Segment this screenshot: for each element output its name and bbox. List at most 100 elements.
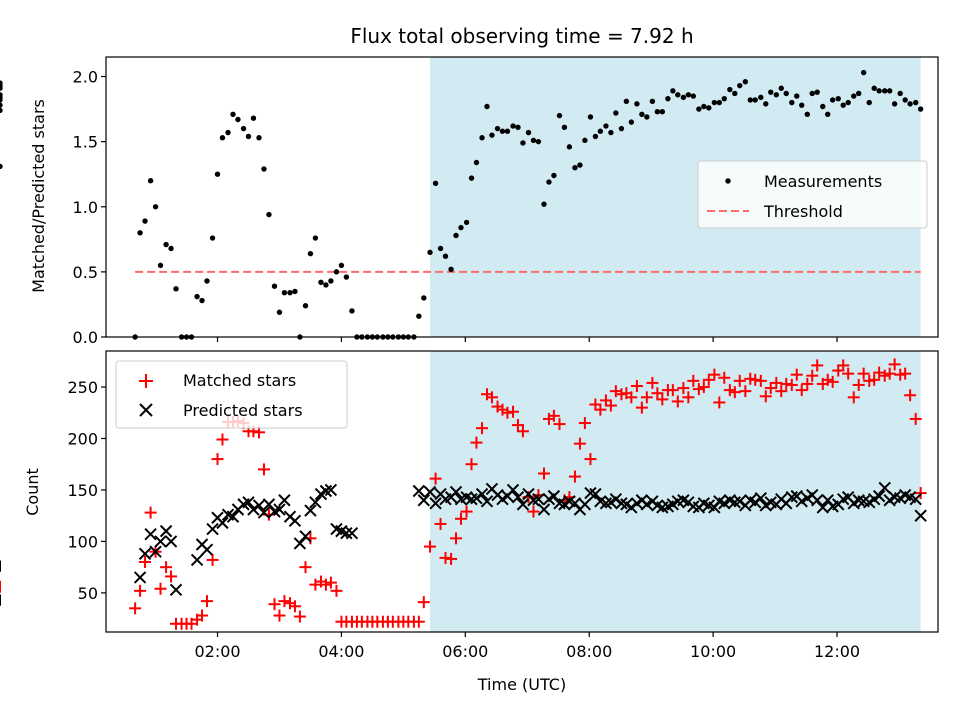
measurements-point: [271, 283, 278, 289]
predicted-stars-point: [909, 493, 922, 506]
matched-stars-point: [553, 418, 566, 431]
measurements-point: [230, 111, 236, 118]
measurements-point: [845, 99, 851, 106]
top-x-ticks: [216, 337, 838, 342]
measurements-point: [835, 95, 841, 102]
measurements-point: [525, 129, 532, 136]
matched-stars-point: [708, 368, 721, 381]
matched-stars-point: [196, 609, 209, 622]
predicted-stars-point: [417, 494, 431, 507]
matched-stars-point: [801, 377, 814, 390]
predicted-stars-point: [216, 516, 229, 530]
predicted-stars-point: [299, 530, 312, 543]
matched-stars-point: [852, 378, 865, 391]
measurements-point: [639, 111, 645, 118]
predicted-stars-point: [154, 535, 167, 548]
measurements-point: [608, 129, 614, 136]
matched-stars-point: [527, 505, 540, 518]
y-tick-label: 2.0: [73, 68, 98, 87]
predicted-stars-point: [872, 489, 886, 503]
matched-stars-point: [671, 395, 684, 408]
predicted-stars-point: [429, 497, 442, 510]
measurements-point: [654, 108, 661, 115]
top-legend: Measurements Threshold: [697, 160, 928, 229]
measurements-point: [603, 123, 609, 129]
matched-stars-point: [651, 387, 664, 400]
measurements-point: [199, 297, 205, 304]
matched-stars-point: [795, 384, 808, 397]
matched-stars-point: [299, 561, 312, 574]
matched-stars-point: [759, 390, 772, 403]
matched-stars-point: [826, 375, 839, 388]
measurements-point: [541, 201, 547, 207]
measurements-point: [323, 282, 329, 288]
measurements-point: [882, 88, 888, 94]
matched-stars-point: [806, 369, 819, 382]
measurements-point: [871, 85, 877, 91]
matched-stars-point: [749, 373, 762, 386]
measurements-point: [343, 274, 350, 280]
predicted-stars-point: [262, 498, 276, 511]
predicted-stars-point: [144, 528, 157, 541]
matched-stars-point: [780, 377, 793, 390]
predicted-stars-point: [816, 501, 829, 514]
x-tick-label: 12:00: [814, 642, 860, 661]
measurements-point: [520, 140, 526, 146]
measurements-point: [706, 105, 712, 111]
matched-stars-point: [904, 389, 917, 402]
predicted-stars-point: [516, 498, 530, 511]
measurements-point: [644, 114, 650, 120]
predicted-stars-point: [206, 522, 219, 536]
predicted-stars-point: [345, 526, 359, 540]
predicted-stars-point: [149, 545, 162, 558]
matched-stars-point: [547, 409, 560, 422]
measurements-point: [737, 82, 743, 89]
x-tick-label: 04:00: [318, 642, 364, 661]
predicted-stars-point: [754, 491, 768, 505]
matched-stars-point: [460, 505, 473, 518]
matched-stars-point: [837, 359, 850, 372]
predicted-stars-point: [480, 495, 494, 508]
matched-stars-point: [485, 391, 498, 404]
matched-stars-point: [677, 382, 690, 395]
measurements-point: [665, 95, 671, 102]
measurements-point: [421, 295, 427, 301]
y-tick-label: 50: [78, 584, 98, 603]
measurements-point: [912, 99, 919, 106]
measurements-point: [618, 125, 625, 132]
matched-stars-point: [594, 403, 607, 416]
measurements-point: [0, 163, 3, 170]
measurements-point: [484, 103, 490, 110]
measurements-point: [225, 129, 231, 136]
matched-stars-point: [775, 385, 788, 398]
measurements-point: [763, 101, 769, 107]
top-legend-box: [697, 160, 928, 229]
measurements-point: [214, 171, 221, 177]
measurements-point: [711, 99, 718, 106]
measurements-point: [338, 262, 345, 269]
measurements-point: [783, 90, 789, 97]
measurements-point: [634, 101, 640, 107]
measurements-point: [701, 103, 707, 110]
predicted-stars-point: [733, 495, 746, 508]
bottom-y-ticks: 50 100 150 200 250: [67, 378, 106, 603]
measurements-point: [349, 308, 355, 314]
measurements-point: [0, 107, 3, 114]
measurements-point: [489, 132, 495, 138]
measurements-point: [432, 180, 439, 187]
matched-stars-point: [129, 602, 142, 615]
measurements-point: [530, 137, 537, 144]
measurements-point: [799, 102, 805, 108]
chart-title: Flux total observing time = 7.92 h: [350, 24, 693, 48]
measurements-point: [597, 128, 604, 134]
matched-stars-point: [646, 376, 659, 389]
predicted-stars-point: [278, 494, 291, 507]
predicted-stars-point: [625, 501, 638, 514]
matched-stars-point: [139, 556, 152, 569]
predicted-stars-point: [547, 489, 561, 503]
top-marks-layer: [0, 69, 924, 340]
matched-stars-point: [640, 391, 653, 404]
measurements-point: [897, 90, 903, 97]
measurements-point: [168, 245, 174, 252]
predicted-stars-point: [293, 537, 307, 550]
